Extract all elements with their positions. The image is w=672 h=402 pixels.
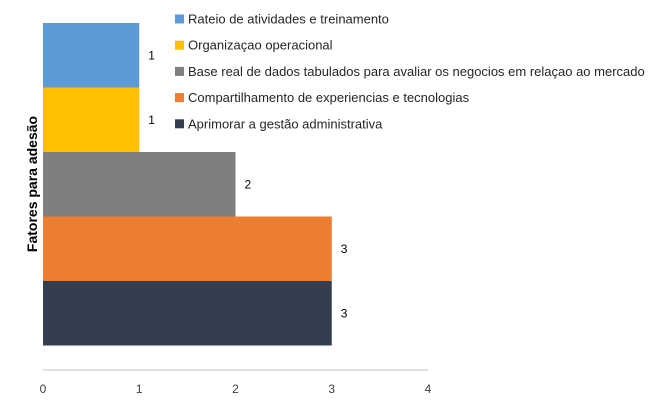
legend-label-3: Base real de dados tabulados para avalia…	[188, 64, 645, 79]
bars-group	[43, 23, 332, 346]
legend-label-5: Aprimorar a gestão administrativa	[188, 116, 383, 131]
legend-swatch-3	[175, 66, 184, 76]
data-label-3: 2	[245, 177, 252, 191]
data-label-1: 1	[148, 48, 155, 62]
data-label-4: 3	[341, 242, 348, 256]
legend-label-1: Rateio de atividades e treinamento	[188, 12, 389, 27]
y-axis-title: Fatores para adesão	[24, 116, 40, 252]
legend-swatch-4	[175, 93, 184, 103]
bar-5	[43, 281, 332, 346]
legend-swatch-1	[175, 14, 184, 24]
x-tick-labels-group: 0 1 2 3 4	[40, 382, 432, 396]
legend-label-2: Organizaçao operacional	[188, 38, 333, 53]
x-tick-label: 2	[232, 382, 239, 396]
legend: Rateio de atividades e treinamento Organi…	[175, 12, 645, 131]
legend-label-4: Compartilhamento de experiencias e tecno…	[188, 90, 470, 105]
x-tick-label: 0	[40, 382, 47, 396]
legend-swatch-2	[175, 40, 184, 50]
bar-1	[43, 23, 140, 88]
x-tick-label: 1	[136, 382, 143, 396]
data-labels-group: 1 1 2 3 3	[148, 48, 348, 320]
x-tick-label: 4	[425, 382, 432, 396]
data-label-5: 3	[341, 306, 348, 320]
x-tick-label: 3	[328, 382, 335, 396]
bar-4	[43, 216, 332, 281]
legend-swatch-5	[175, 119, 184, 129]
bar-3	[43, 152, 236, 217]
data-label-2: 1	[148, 113, 155, 127]
bar-2	[43, 87, 140, 152]
